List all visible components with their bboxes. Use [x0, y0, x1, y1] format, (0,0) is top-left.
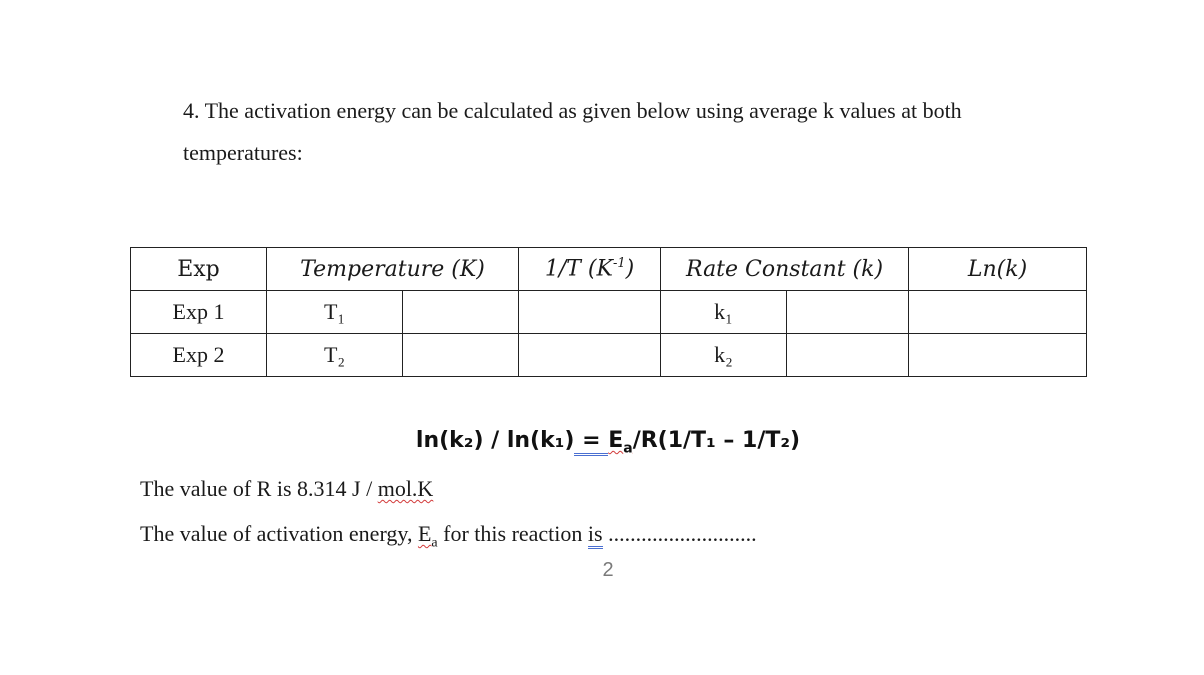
- header-ln-k: Ln(k): [908, 247, 1088, 291]
- r-value-prefix: The value of R is 8.314 J /: [140, 476, 378, 501]
- cell-k-value[interactable]: [786, 333, 910, 377]
- ea-answer-prefix: The value of activation energy,: [140, 521, 418, 546]
- question-text: 4. The activation energy can be calculat…: [183, 90, 1103, 174]
- ea-answer-is: is: [587, 521, 603, 549]
- header-inverse-temperature: 1/T (K-1): [518, 247, 662, 291]
- cell-temp-value[interactable]: [401, 290, 520, 334]
- cell-inverse-temp[interactable]: [518, 290, 662, 334]
- cell-k-symbol: k₁: [660, 290, 788, 334]
- ea-answer-statement: The value of activation energy, Ea for t…: [140, 521, 757, 551]
- header-exp: Exp: [130, 247, 267, 291]
- table-header-row: Exp Temperature (K) 1/T (K-1) Rate Const…: [130, 247, 1088, 291]
- cell-exp: Exp 1: [130, 290, 267, 334]
- ea-answer-blank[interactable]: ...........................: [602, 521, 757, 546]
- question-line-2: temperatures:: [183, 140, 303, 165]
- equation-equals: =: [574, 428, 609, 456]
- header-rate-constant: Rate Constant (k): [660, 247, 910, 291]
- cell-exp: Exp 2: [130, 333, 267, 377]
- table-row: Exp 1 T₁ k₁: [130, 290, 1088, 334]
- data-table: Exp Temperature (K) 1/T (K-1) Rate Const…: [130, 247, 1088, 377]
- equation-ea: Ea: [608, 428, 633, 457]
- cell-k-symbol: k₂: [660, 333, 788, 377]
- cell-temp-symbol: T₂: [266, 333, 403, 377]
- header-temperature: Temperature (K): [265, 247, 520, 291]
- table-row: Exp 2 T₂ k₂: [130, 333, 1088, 377]
- cell-k-value[interactable]: [786, 290, 910, 334]
- r-value-statement: The value of R is 8.314 J / mol.K: [140, 476, 433, 502]
- cell-temp-symbol: T₁: [266, 290, 403, 334]
- cell-ln-k[interactable]: [908, 290, 1088, 334]
- cell-temp-value[interactable]: [401, 333, 520, 377]
- page-number: 2: [602, 559, 614, 581]
- ea-answer-symbol: Ea: [417, 521, 438, 551]
- equation-lhs: ln(k₂) / ln(k₁): [415, 428, 575, 453]
- ea-answer-middle: for this reaction: [437, 521, 588, 546]
- cell-ln-k[interactable]: [908, 333, 1088, 377]
- cell-inverse-temp[interactable]: [518, 333, 662, 377]
- equation-rhs: /R(1/T₁ – 1/T₂): [632, 428, 801, 453]
- arrhenius-equation: ln(k₂) / ln(k₁) = Ea/R(1/T₁ – 1/T₂): [0, 428, 1204, 456]
- r-value-unit: mol.K: [377, 476, 434, 501]
- question-line-1: 4. The activation energy can be calculat…: [183, 98, 962, 123]
